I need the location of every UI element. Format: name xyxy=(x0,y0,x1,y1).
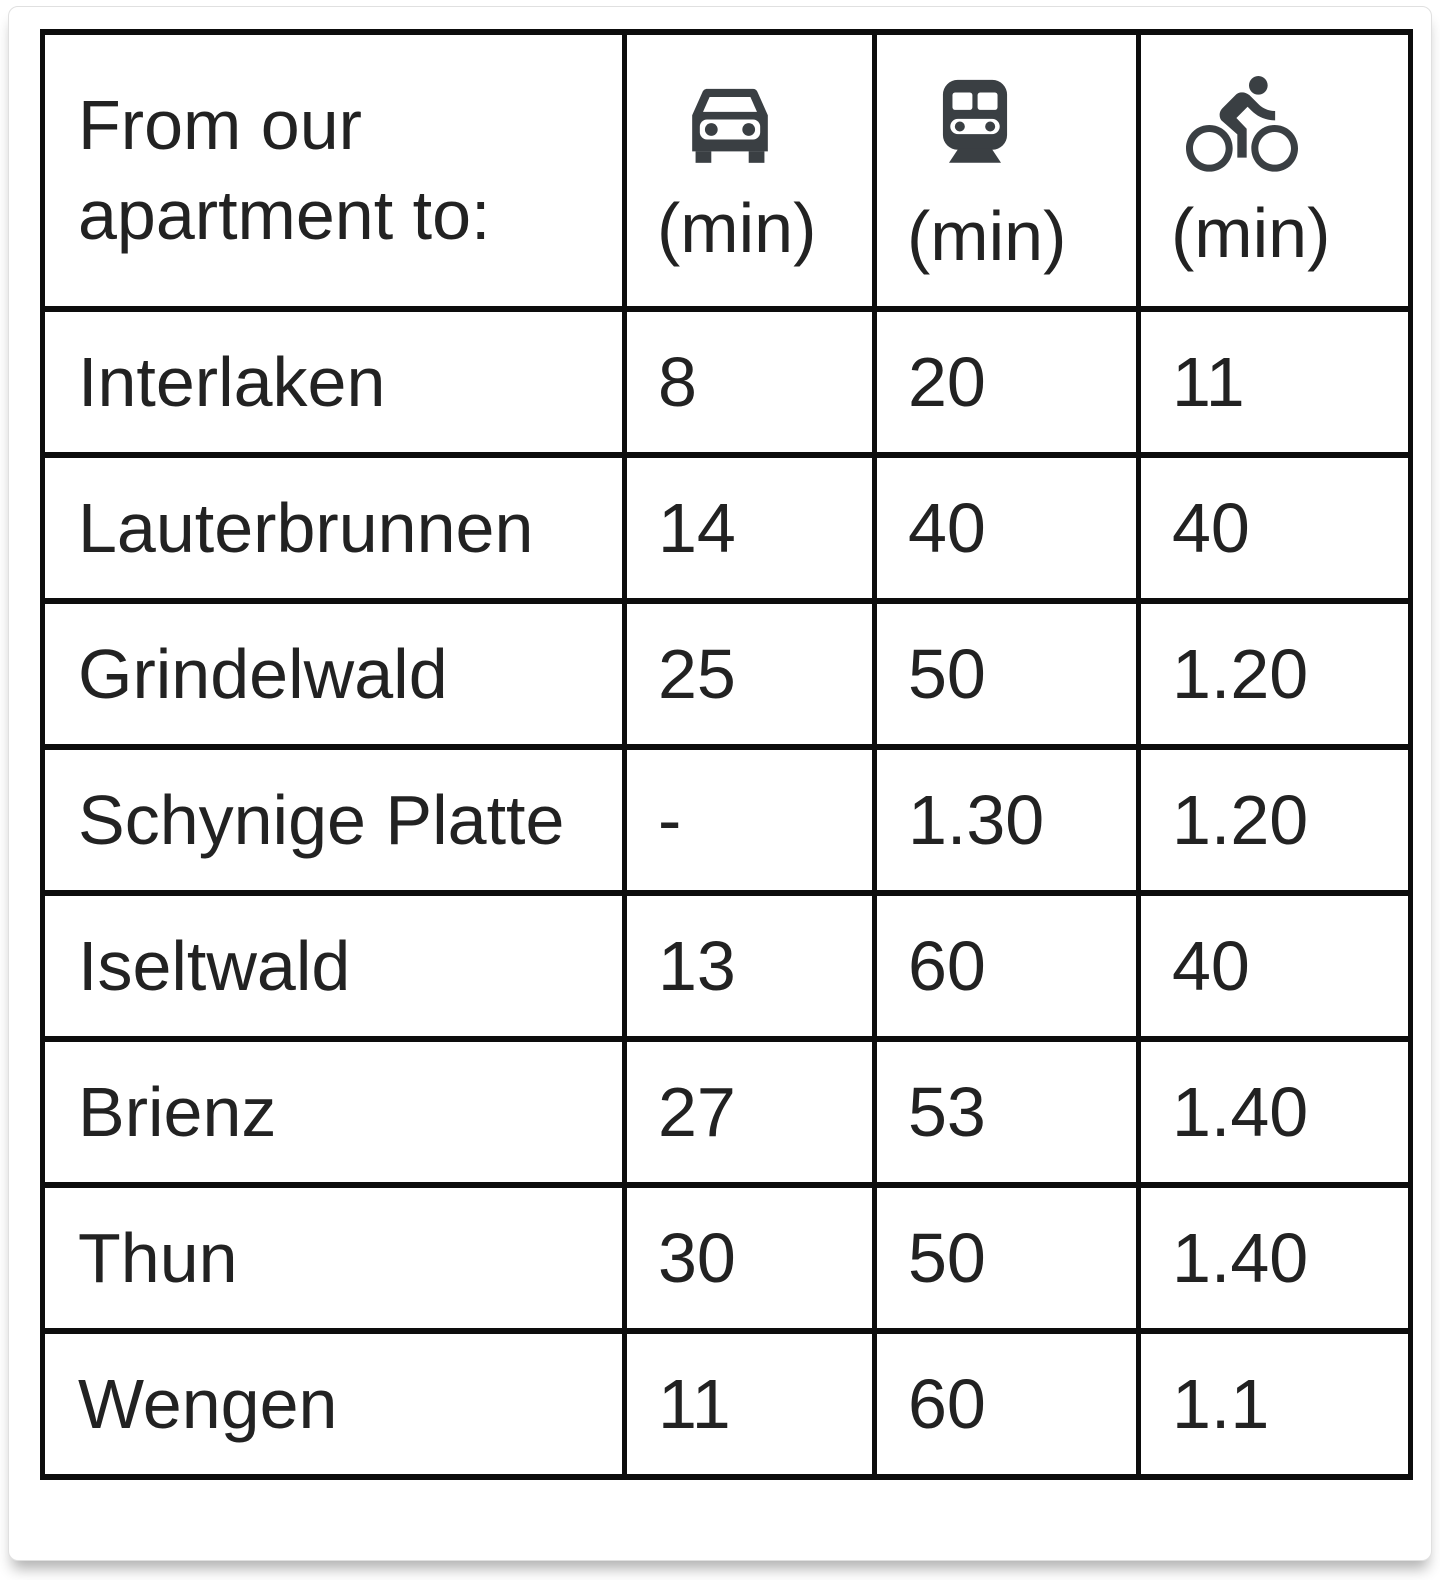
bike-minutes-cell: 40 xyxy=(1136,890,1413,1042)
car-minutes-cell: - xyxy=(622,744,877,896)
destination-cell: Brienz xyxy=(40,1036,627,1188)
table-row: Wengen 11 60 1.1 xyxy=(40,1328,1413,1480)
car-minutes-cell: 30 xyxy=(622,1182,877,1334)
table-row: Brienz 27 53 1.40 xyxy=(40,1036,1413,1188)
destination-cell: Wengen xyxy=(40,1328,627,1480)
destination-cell: Thun xyxy=(40,1182,627,1334)
bike-minutes-cell: 1.20 xyxy=(1136,598,1413,750)
car-minutes-cell: 11 xyxy=(622,1328,877,1480)
train-minutes-cell: 50 xyxy=(872,1182,1141,1334)
car-minutes-cell: 14 xyxy=(622,452,877,604)
destination-cell: Schynige Platte xyxy=(40,744,627,896)
table-row: Lauterbrunnen 14 40 40 xyxy=(40,452,1413,604)
destination-cell: Interlaken xyxy=(40,306,627,458)
train-header-cell: (min) xyxy=(872,29,1141,312)
bike-minutes-cell: 40 xyxy=(1136,452,1413,604)
car-minutes-cell: 8 xyxy=(622,306,877,458)
table-row: Iseltwald 13 60 40 xyxy=(40,890,1413,1042)
destination-cell: Lauterbrunnen xyxy=(40,452,627,604)
bike-minutes-cell: 1.40 xyxy=(1136,1036,1413,1188)
destination-cell: Iseltwald xyxy=(40,890,627,1042)
bike-minutes-cell: 11 xyxy=(1136,306,1413,458)
train-minutes-cell: 60 xyxy=(872,890,1141,1042)
car-minutes-cell: 25 xyxy=(622,598,877,750)
bike-unit-label: (min) xyxy=(1171,193,1331,272)
train-minutes-cell: 40 xyxy=(872,452,1141,604)
table-row: Interlaken 8 20 11 xyxy=(40,306,1413,458)
bike-minutes-cell: 1.20 xyxy=(1136,744,1413,896)
train-minutes-cell: 60 xyxy=(872,1328,1141,1480)
origin-header-cell: From our apartment to: xyxy=(40,29,627,312)
car-icon xyxy=(657,74,791,176)
car-minutes-cell: 27 xyxy=(622,1036,877,1188)
table-row: Schynige Platte - 1.30 1.20 xyxy=(40,744,1413,896)
travel-times-table: From our apartment to: xyxy=(40,29,1413,1480)
train-unit-label: (min) xyxy=(907,196,1067,275)
bike-minutes-cell: 1.40 xyxy=(1136,1182,1413,1334)
car-header-cell: (min) xyxy=(622,29,877,312)
table-row: Thun 30 50 1.40 xyxy=(40,1182,1413,1334)
bike-icon xyxy=(1171,69,1311,181)
table-row: Grindelwald 25 50 1.20 xyxy=(40,598,1413,750)
train-minutes-cell: 1.30 xyxy=(872,744,1141,896)
table-card: From our apartment to: xyxy=(8,6,1432,1561)
car-unit-label: (min) xyxy=(657,188,817,267)
train-minutes-cell: 50 xyxy=(872,598,1141,750)
train-minutes-cell: 20 xyxy=(872,306,1141,458)
bike-header-cell: (min) xyxy=(1136,29,1413,312)
header-row: From our apartment to: xyxy=(40,29,1413,312)
destination-cell: Grindelwald xyxy=(40,598,627,750)
car-minutes-cell: 13 xyxy=(622,890,877,1042)
train-minutes-cell: 53 xyxy=(872,1036,1141,1188)
bike-minutes-cell: 1.1 xyxy=(1136,1328,1413,1480)
train-icon xyxy=(907,66,1027,184)
